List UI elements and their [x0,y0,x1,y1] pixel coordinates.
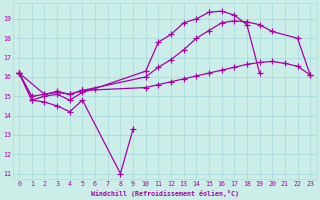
X-axis label: Windchill (Refroidissement éolien,°C): Windchill (Refroidissement éolien,°C) [91,190,239,197]
